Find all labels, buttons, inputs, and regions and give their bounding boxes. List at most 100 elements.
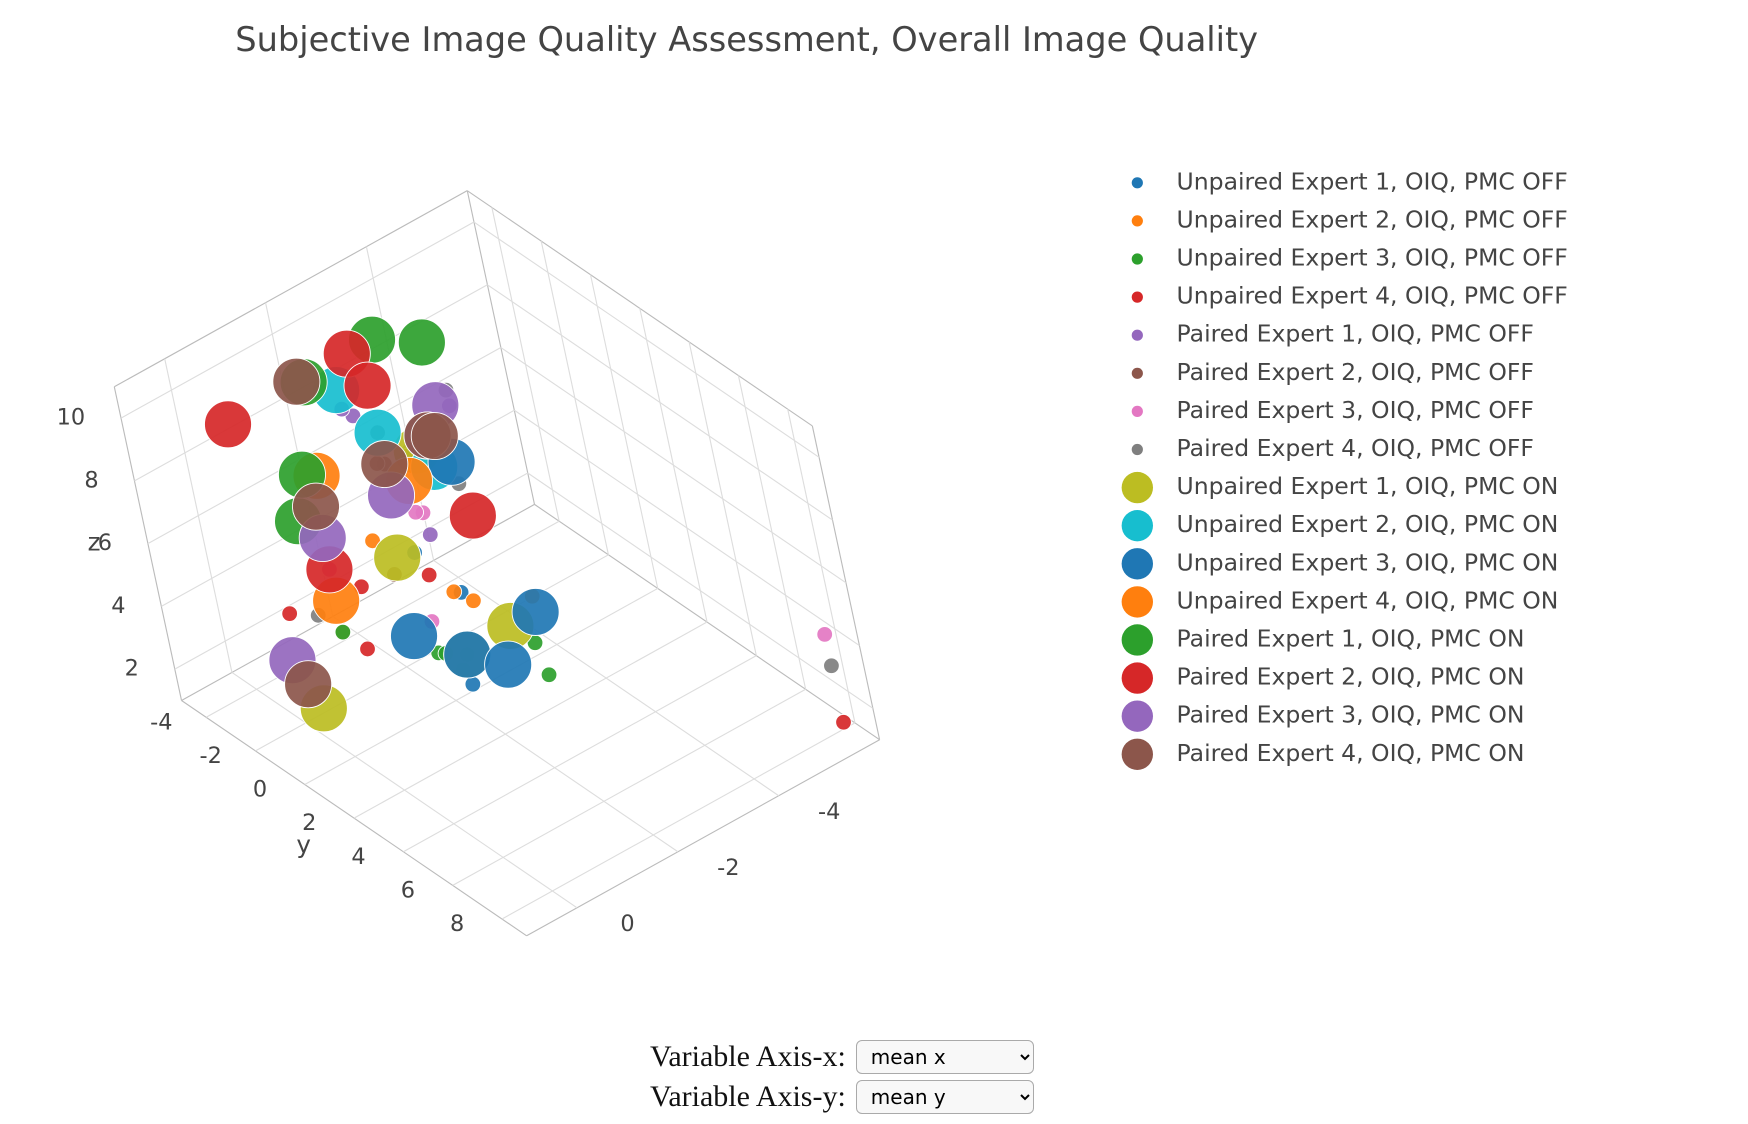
z-tick-label: 2 (125, 656, 139, 682)
point (816, 626, 833, 643)
z-tick-label: 6 (98, 530, 112, 556)
axis-x-select[interactable]: mean x (855, 1040, 1034, 1074)
y-tick-label: -4 (150, 709, 172, 735)
legend-marker (1131, 329, 1143, 341)
legend-marker (1121, 738, 1154, 770)
legend-label: Unpaired Expert 4, OIQ, PMC ON (1177, 586, 1559, 614)
point (410, 412, 459, 461)
z-tick-label: 4 (111, 593, 125, 619)
point (359, 640, 376, 658)
point (445, 583, 463, 601)
point (421, 526, 439, 543)
box-edge (526, 739, 880, 937)
legend-label: Paired Expert 4, OIQ, PMC ON (1177, 739, 1525, 767)
legend-label: Unpaired Expert 4, OIQ, PMC OFF (1177, 282, 1568, 310)
legend-label: Paired Expert 1, OIQ, PMC ON (1177, 624, 1525, 652)
grid-line (120, 221, 475, 419)
point (390, 612, 439, 661)
grid-line (527, 472, 874, 709)
grid-line (205, 520, 560, 718)
control-label: Variable Axis-x: (650, 1040, 846, 1073)
control-row: Variable Axis-y: mean y (650, 1080, 1034, 1114)
point (464, 675, 482, 693)
legend-label: Paired Expert 3, OIQ, PMC ON (1177, 701, 1525, 729)
legend-label: Unpaired Expert 1, OIQ, PMC OFF (1177, 167, 1568, 195)
y-tick-label: 2 (302, 810, 316, 836)
point (397, 318, 446, 367)
legend-label: Paired Expert 2, OIQ, PMC OFF (1177, 358, 1534, 386)
legend-marker (1131, 405, 1143, 417)
legend-marker (1121, 586, 1154, 618)
point (823, 657, 840, 675)
y-tick-label: 4 (351, 844, 365, 870)
grid-line (513, 409, 860, 647)
point (484, 640, 533, 689)
point (448, 491, 497, 540)
grid-line (353, 621, 708, 819)
legend-marker (1131, 443, 1143, 456)
point (835, 713, 852, 731)
legend-label: Unpaired Expert 3, OIQ, PMC ON (1177, 548, 1559, 576)
legend-label: Paired Expert 1, OIQ, PMC OFF (1177, 320, 1534, 348)
y-axis-title: y (296, 830, 311, 859)
legend-marker (1121, 548, 1154, 580)
point (373, 533, 422, 582)
chart: Subjective Image Quality Assessment, Ove… (57, 20, 1568, 937)
point (204, 400, 253, 449)
legend-marker (1131, 291, 1143, 303)
z-axis-title: z (88, 528, 101, 557)
chart-title: Subjective Image Quality Assessment, Ove… (235, 20, 1258, 59)
grid-line (147, 347, 502, 545)
grid-line (452, 688, 806, 886)
y-tick-label: 6 (401, 877, 415, 903)
legend-marker (1131, 253, 1143, 265)
point (443, 630, 492, 679)
point (292, 482, 340, 531)
x-tick-label: 0 (620, 911, 634, 937)
z-tick-label: 8 (84, 467, 98, 493)
grid-line (501, 722, 856, 920)
grid-line (500, 347, 847, 584)
legend-label: Paired Expert 4, OIQ, PMC OFF (1177, 434, 1534, 462)
point (284, 660, 333, 709)
point (540, 666, 558, 684)
legend-label: Unpaired Expert 1, OIQ, PMC ON (1177, 472, 1559, 500)
point (334, 623, 352, 641)
y-tick-label: 0 (253, 777, 267, 803)
grid-line (473, 221, 820, 458)
legend-marker (1131, 177, 1143, 189)
legend-marker (1131, 367, 1143, 379)
legend-label: Paired Expert 2, OIQ, PMC ON (1177, 663, 1525, 691)
point (420, 566, 438, 584)
point (465, 592, 482, 610)
point (360, 440, 409, 489)
control-row: Variable Axis-x: mean x (650, 1040, 1034, 1074)
point (511, 587, 560, 636)
y-tick-label: 8 (450, 911, 464, 937)
grid-line (403, 655, 757, 853)
legend-marker (1121, 510, 1154, 542)
x-tick-label: -4 (818, 799, 840, 825)
grid-line (487, 284, 833, 521)
legend-marker (1121, 662, 1154, 694)
point (281, 605, 298, 622)
box-edge (114, 190, 468, 388)
z-tick-label: 10 (57, 405, 86, 431)
legend-marker (1121, 700, 1154, 732)
legend-label: Unpaired Expert 3, OIQ, PMC OFF (1177, 244, 1568, 272)
legend-label: Unpaired Expert 2, OIQ, PMC OFF (1177, 205, 1568, 233)
axis-y-select[interactable]: mean y (855, 1080, 1034, 1114)
box-edge (811, 425, 881, 740)
x-tick-label: -2 (717, 855, 739, 881)
legend-marker (1121, 624, 1154, 656)
grid-line (304, 587, 659, 786)
y-tick-label: -2 (199, 743, 221, 769)
legend-label: Paired Expert 3, OIQ, PMC OFF (1177, 396, 1534, 424)
point (343, 361, 392, 410)
control-label: Variable Axis-y: (650, 1080, 846, 1113)
legend-marker (1131, 215, 1143, 227)
point (272, 357, 321, 406)
legend-marker (1121, 471, 1154, 504)
legend-label: Unpaired Expert 2, OIQ, PMC ON (1177, 510, 1559, 538)
